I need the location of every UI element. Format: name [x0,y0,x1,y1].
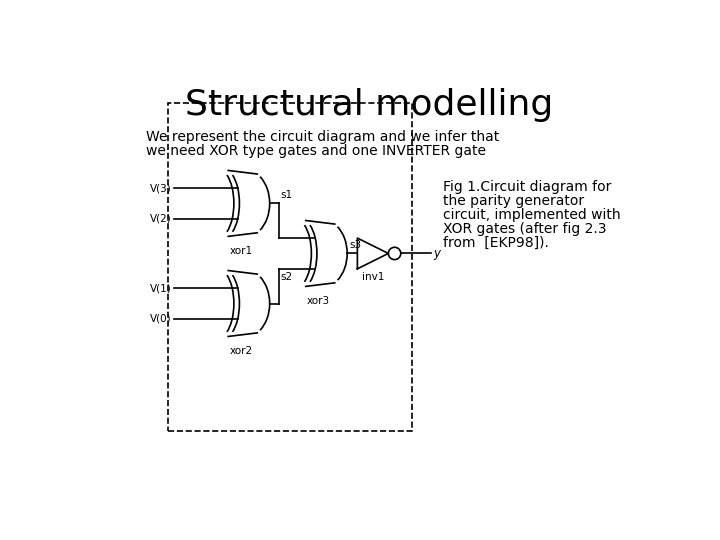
Text: Fig 1.Circuit diagram for: Fig 1.Circuit diagram for [443,180,611,194]
Text: circuit, implemented with: circuit, implemented with [443,208,620,222]
Text: y: y [433,247,441,260]
Text: inv1: inv1 [361,272,384,282]
Text: xor1: xor1 [230,246,253,256]
Text: We represent the circuit diagram and we infer that: We represent the circuit diagram and we … [145,130,499,144]
Text: V(3): V(3) [150,183,171,193]
Text: from  [EKP98]).: from [EKP98]). [443,236,549,249]
Text: XOR gates (after fig 2.3: XOR gates (after fig 2.3 [443,222,606,236]
Text: Structural modelling: Structural modelling [185,88,553,122]
Text: s3: s3 [349,240,361,251]
Text: V(0): V(0) [150,314,171,324]
Text: the parity generator: the parity generator [443,194,584,208]
Text: s2: s2 [281,272,292,282]
Text: V(2): V(2) [150,214,171,224]
Text: V(1): V(1) [150,284,171,293]
Text: s1: s1 [281,190,292,200]
Text: xor3: xor3 [307,296,330,306]
Text: xor2: xor2 [230,347,253,356]
Bar [168,103,412,430]
Text: we need XOR type gates and one INVERTER gate: we need XOR type gates and one INVERTER … [145,144,486,158]
